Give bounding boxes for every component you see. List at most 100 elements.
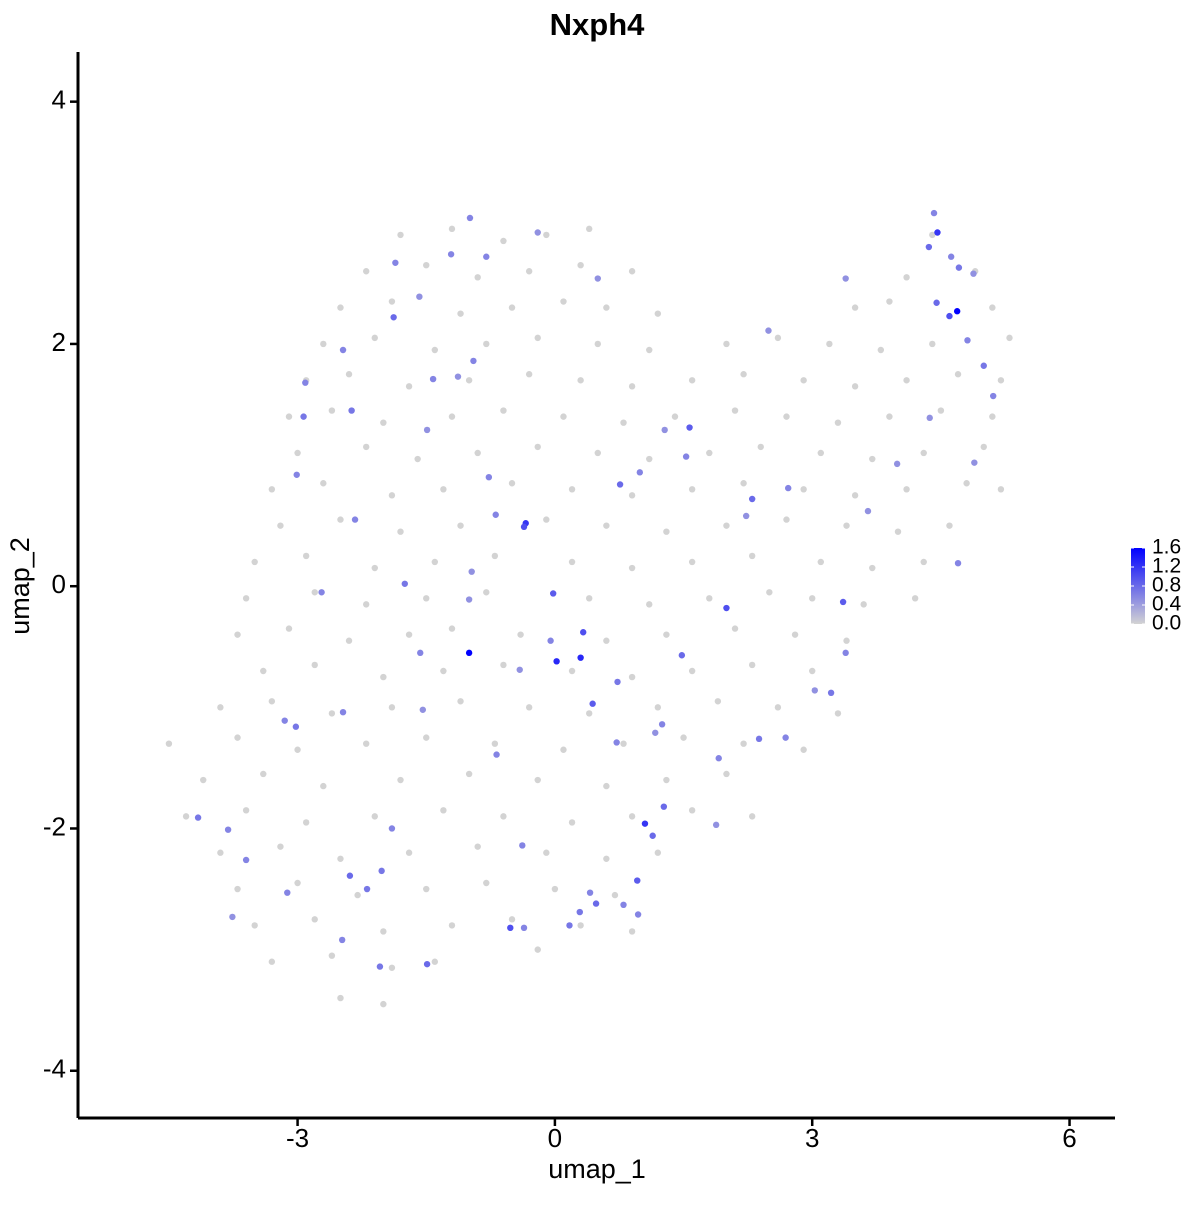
y-tick-label: 0 xyxy=(52,569,66,599)
cell-point xyxy=(839,598,847,606)
cell-point xyxy=(440,667,447,675)
cell-point xyxy=(980,443,987,451)
cell-point xyxy=(658,721,666,728)
cell-point xyxy=(328,952,336,959)
cell-point xyxy=(405,631,413,638)
cell-point xyxy=(492,511,499,518)
cell-point xyxy=(946,312,953,320)
cell-point xyxy=(577,262,584,269)
cell-point xyxy=(723,604,730,612)
cell-point xyxy=(568,819,576,826)
cell-point xyxy=(294,746,301,753)
cell-point xyxy=(362,601,370,608)
cell-point xyxy=(337,516,344,523)
cell-point xyxy=(447,251,455,258)
cell-point xyxy=(363,885,371,893)
cell-point xyxy=(419,706,427,713)
cell-point xyxy=(281,717,288,724)
cell-point xyxy=(634,911,642,918)
cell-point xyxy=(440,807,447,814)
cell-point xyxy=(611,891,619,899)
cell-point xyxy=(292,723,300,730)
cell-point xyxy=(519,842,526,849)
cell-point xyxy=(277,522,284,529)
cell-point xyxy=(362,740,370,747)
cell-point xyxy=(742,512,750,520)
cell-point xyxy=(242,807,250,814)
cell-point xyxy=(483,340,490,348)
cell-point xyxy=(534,776,541,784)
cell-point xyxy=(431,346,439,354)
cell-point xyxy=(723,340,730,348)
cell-point xyxy=(649,832,656,839)
cell-point xyxy=(500,661,507,669)
cell-point xyxy=(401,580,408,587)
cell-point xyxy=(765,327,772,334)
colorbar-tick-label: 0.0 xyxy=(1152,612,1181,635)
cell-point xyxy=(785,484,792,492)
cell-point xyxy=(817,558,824,566)
cell-point xyxy=(194,814,202,821)
cell-point xyxy=(616,481,624,488)
cell-point xyxy=(774,334,782,342)
cell-point xyxy=(809,667,816,675)
cell-point xyxy=(783,413,790,420)
cell-point xyxy=(671,413,679,420)
cell-point xyxy=(930,209,938,217)
cell-point xyxy=(466,214,474,222)
cell-point xyxy=(500,813,507,820)
cell-point xyxy=(860,601,867,608)
cell-point xyxy=(714,698,722,705)
cell-point xyxy=(929,231,936,239)
cell-point xyxy=(842,649,849,657)
cell-point xyxy=(953,308,961,315)
cell-point xyxy=(594,449,601,457)
cell-point xyxy=(946,522,953,529)
cell-point xyxy=(989,413,996,420)
cell-point xyxy=(592,900,600,907)
cell-point xyxy=(448,922,456,929)
cell-point xyxy=(646,601,653,608)
cell-point xyxy=(634,877,641,884)
cell-point xyxy=(748,813,756,820)
cell-point xyxy=(525,704,533,711)
cell-point xyxy=(224,826,232,833)
cell-point xyxy=(302,819,310,826)
cell-point xyxy=(284,889,291,896)
cell-point xyxy=(339,708,347,716)
cell-point xyxy=(680,734,687,741)
cell-point xyxy=(491,740,499,747)
cell-point xyxy=(926,414,933,422)
cell-point xyxy=(371,564,378,572)
cell-point xyxy=(834,710,842,717)
cell-point xyxy=(933,299,940,306)
cell-point xyxy=(493,751,500,758)
cell-point xyxy=(826,340,833,348)
cell-point xyxy=(809,595,816,602)
cell-point xyxy=(268,486,276,493)
cell-point xyxy=(646,346,653,354)
cell-point xyxy=(217,704,224,711)
cell-point xyxy=(646,455,653,463)
cell-point xyxy=(293,471,300,478)
colorbar xyxy=(1131,548,1145,624)
cell-point xyxy=(843,637,850,644)
cell-point xyxy=(397,231,404,239)
cell-point xyxy=(390,314,397,321)
cell-point xyxy=(320,480,327,487)
cell-point xyxy=(661,426,668,434)
cell-point xyxy=(474,449,481,457)
cell-point xyxy=(388,825,396,832)
cell-point xyxy=(997,486,1005,493)
cell-point xyxy=(414,455,421,463)
cell-point xyxy=(706,595,713,602)
cell-point xyxy=(251,922,258,929)
cell-point xyxy=(740,480,747,487)
cell-point xyxy=(508,304,516,311)
cell-point xyxy=(397,528,404,535)
cell-point xyxy=(388,964,396,971)
cell-point xyxy=(328,710,336,717)
cell-point xyxy=(431,958,439,965)
cell-point xyxy=(507,924,514,932)
